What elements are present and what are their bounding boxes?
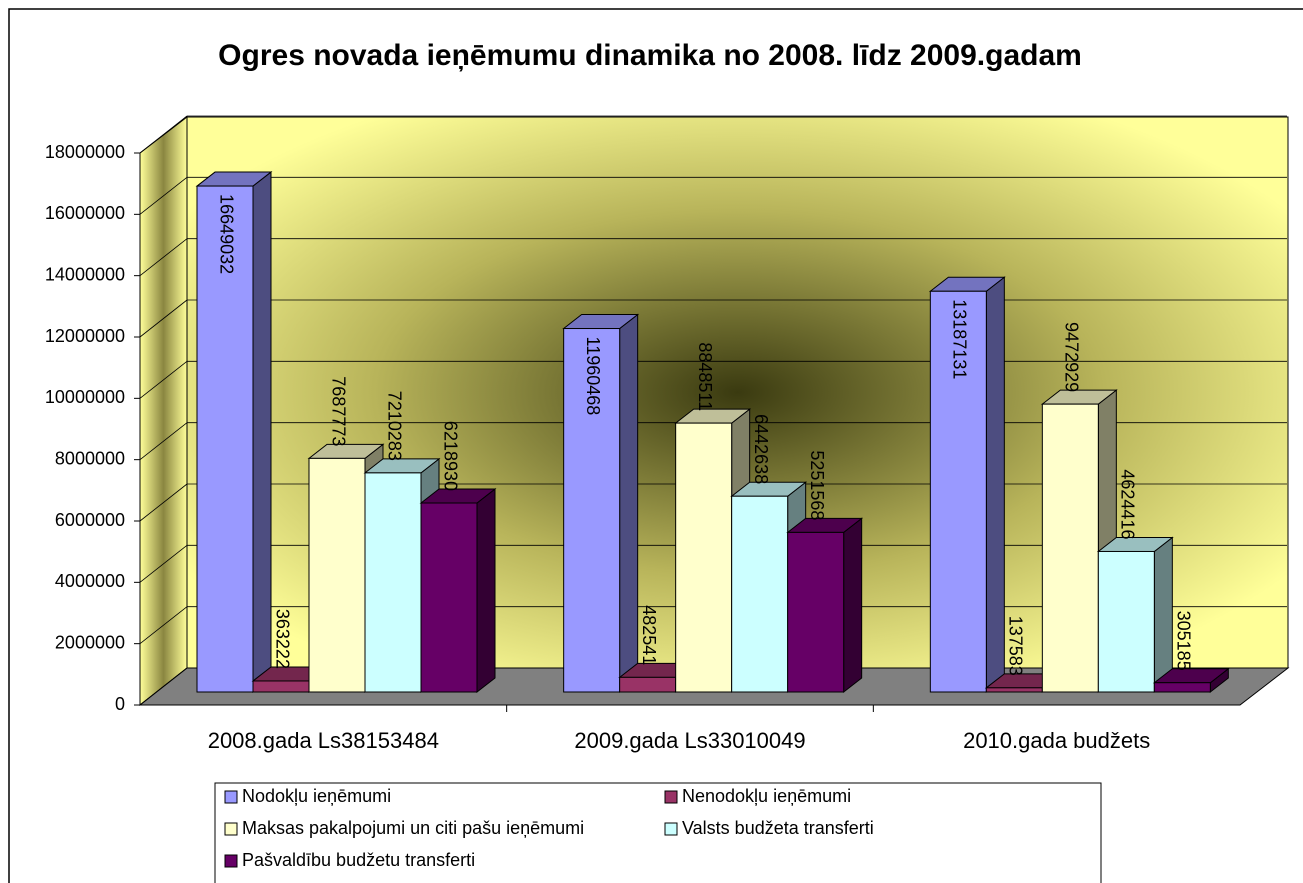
x-tick-label: 2010.gada budžets	[963, 728, 1150, 753]
legend	[214, 782, 1102, 883]
grid-line-side	[139, 545, 188, 583]
legend-swatch	[224, 854, 238, 868]
data-label: 363222	[272, 609, 292, 669]
legend-label: Nenodokļu ieņēmumi	[682, 786, 851, 806]
grid-line-side	[139, 483, 188, 522]
bar	[1097, 550, 1155, 693]
data-label: 6218930	[440, 421, 460, 491]
y-tick-label: 12000000	[45, 326, 125, 346]
data-label: 7687773	[328, 376, 348, 446]
chart-title: Ogres novada ieņēmumu dinamika no 2008. …	[218, 39, 1082, 72]
grid-line-side	[139, 177, 188, 215]
bar-side	[1153, 536, 1173, 694]
bar-side	[619, 313, 639, 694]
y-tick-label: 4000000	[55, 571, 125, 591]
bar	[420, 502, 478, 693]
data-label: 4624416	[1118, 469, 1138, 539]
y-tick-label: 6000000	[55, 510, 125, 530]
data-label: 8848511	[695, 342, 715, 411]
legend-label: Nodokļu ieņēmumi	[242, 786, 391, 806]
y-tick-label: 14000000	[45, 264, 125, 284]
legend-label: Maksas pakalpojumi un citi pašu ieņēmumi	[242, 818, 584, 838]
legend-swatch	[224, 822, 238, 836]
x-tick-label: 2009.gada Ls33010049	[574, 728, 805, 753]
y-tick-label: 18000000	[45, 142, 125, 162]
y-tick-label: 8000000	[55, 448, 125, 468]
grid-line-side	[139, 361, 188, 399]
bar	[731, 495, 789, 693]
data-label: 482541	[639, 605, 659, 665]
x-tick-label: 2008.gada Ls38153484	[208, 728, 439, 753]
bar	[1041, 403, 1099, 693]
data-label: 9472929	[1062, 322, 1082, 392]
legend-label: Valsts budžeta transferti	[682, 818, 874, 838]
grid-line-side	[139, 299, 188, 338]
data-label: 5251568	[807, 450, 827, 520]
data-label: 13187131	[950, 299, 970, 379]
bar	[787, 531, 845, 693]
bar	[563, 328, 621, 693]
y-tick-label: 2000000	[55, 632, 125, 652]
grid-line-side	[139, 422, 188, 460]
legend-label: Pašvaldību budžetu transferti	[242, 850, 475, 870]
data-label: 305185	[1174, 611, 1194, 671]
bar-side	[252, 171, 272, 694]
y-tick-label: 0	[115, 694, 125, 714]
grid-line-side	[139, 606, 188, 644]
y-tick-label: 10000000	[45, 387, 125, 407]
grid-line-side	[139, 238, 188, 276]
data-label: 16649032	[216, 194, 236, 274]
bar	[308, 457, 366, 693]
bar	[1153, 682, 1211, 693]
bar	[929, 290, 987, 693]
data-label: 11960468	[583, 337, 603, 416]
data-label: 7210283	[384, 391, 404, 461]
y-tick-label: 16000000	[45, 203, 125, 223]
data-label: 137583	[1006, 616, 1026, 676]
bar	[619, 676, 677, 693]
data-label: 6442638	[751, 414, 771, 484]
bar	[985, 687, 1043, 693]
legend-swatch	[224, 790, 238, 804]
bar-side	[843, 517, 863, 694]
legend-swatch	[664, 822, 678, 836]
bar	[675, 422, 733, 693]
bar	[364, 472, 422, 693]
bar	[252, 680, 310, 693]
bar-side	[985, 276, 1005, 694]
legend-swatch	[664, 790, 678, 804]
grid-line-side	[139, 115, 188, 154]
bar-side	[476, 487, 496, 694]
side-wall	[139, 115, 188, 707]
grid-line-side	[139, 667, 188, 706]
bar	[196, 185, 254, 693]
